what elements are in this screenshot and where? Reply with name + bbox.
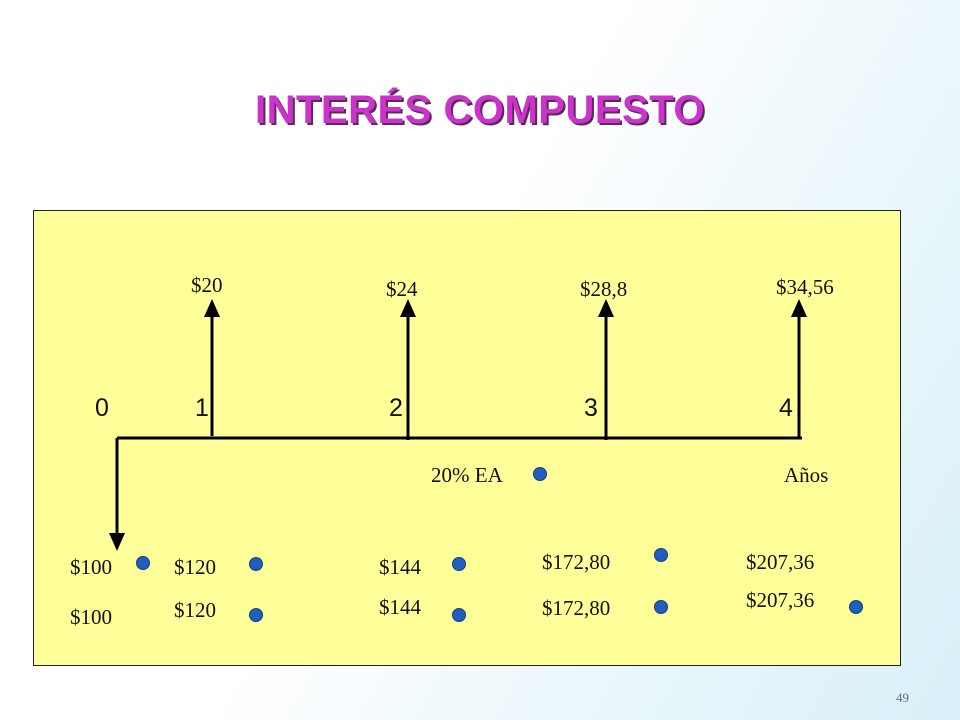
bullet-icon — [452, 608, 466, 622]
balance-row2-3: $172,80 — [542, 596, 611, 620]
balance-row2-4: $207,36 — [746, 588, 815, 612]
bullet-icon — [849, 600, 863, 614]
rate-bullet-icon — [533, 467, 547, 481]
balance-row1-2: $144 — [379, 555, 421, 579]
slide-title: INTERÉS COMPUESTO — [254, 88, 706, 132]
interest-label-1: $20 — [191, 273, 223, 297]
period-label-4: 4 — [779, 394, 793, 422]
balance-row1-3: $172,80 — [542, 550, 611, 574]
cash-flow-panel: $20 $24 $28,8 $34,56 0 1 2 3 4 20% EA Añ… — [33, 210, 901, 666]
interest-label-3: $28,8 — [580, 277, 628, 301]
balance-row1-1: $120 — [174, 555, 216, 579]
unit-label: Años — [784, 463, 829, 487]
interest-label-4: $34,56 — [776, 275, 834, 299]
balance-row1-0: $100 — [70, 555, 112, 579]
bullet-icon — [654, 600, 668, 614]
period-label-2: 2 — [389, 394, 403, 422]
interest-arrowhead-2 — [400, 299, 416, 317]
balance-row2-0: $100 — [70, 605, 112, 629]
rate-label: 20% EA — [431, 463, 503, 487]
interest-label-2: $24 — [386, 277, 418, 301]
timeline-diagram — [109, 299, 807, 551]
interest-arrowhead-1 — [204, 299, 220, 317]
bullet-icon — [249, 557, 263, 571]
page-number: 49 — [896, 690, 909, 705]
balance-row2-2: $144 — [379, 595, 421, 619]
interest-arrowhead-3 — [598, 299, 614, 317]
balance-row1-4: $207,36 — [746, 550, 815, 574]
period-label-1: 1 — [195, 394, 209, 422]
interest-arrowhead-4 — [791, 299, 807, 317]
bullet-icon — [136, 556, 150, 570]
bullet-icon — [452, 557, 466, 571]
bullet-icon — [654, 548, 668, 562]
period-label-3: 3 — [584, 394, 598, 422]
bullet-icon — [249, 608, 263, 622]
balance-row2-1: $120 — [174, 598, 216, 622]
initial-outflow-arrowhead — [109, 533, 125, 551]
period-label-0: 0 — [95, 394, 109, 422]
